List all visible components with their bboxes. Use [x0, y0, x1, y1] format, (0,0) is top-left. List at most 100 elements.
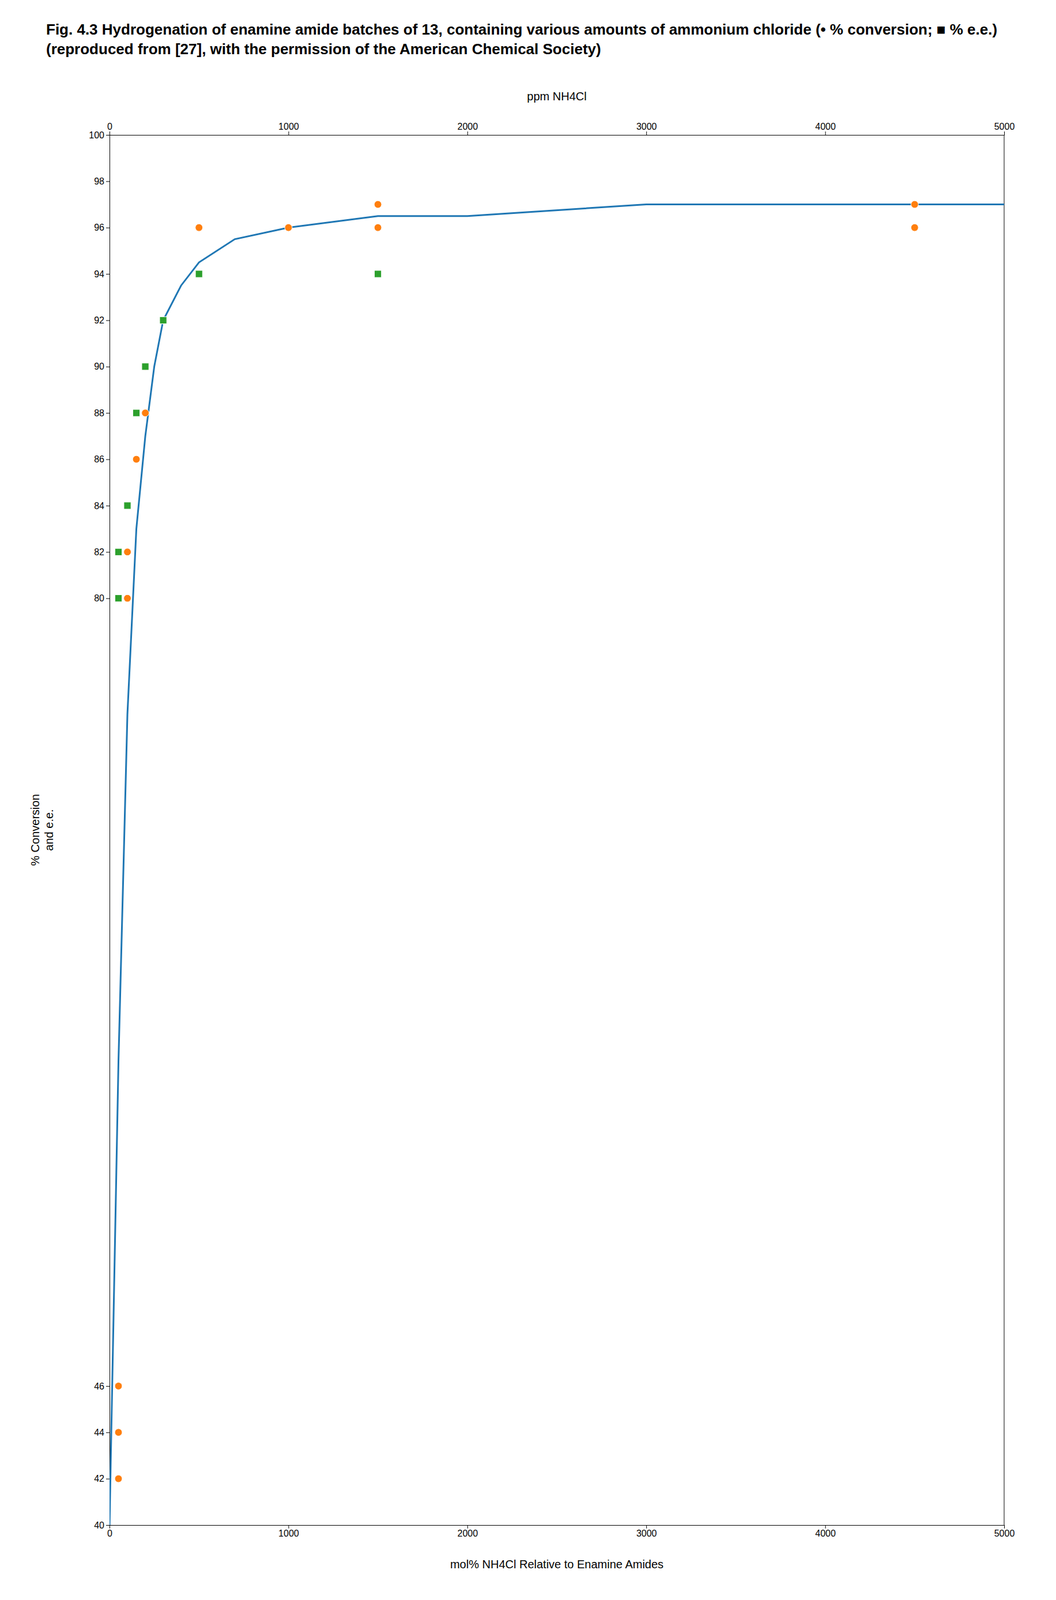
- circle-point: [123, 548, 132, 556]
- tick: 40: [93, 1520, 110, 1530]
- chart: Fig. 4.3 Hydrogenation of enamine amide …: [0, 0, 1056, 1600]
- square-point: [141, 363, 149, 371]
- tick-label: 92: [93, 315, 105, 326]
- tick-label: 2000: [457, 1528, 479, 1538]
- tick-mark: [106, 227, 110, 229]
- tick-label: 1000: [278, 1528, 300, 1538]
- tick-mark: [1004, 131, 1005, 135]
- tick-mark: [646, 1524, 647, 1529]
- circle-point: [114, 1428, 123, 1436]
- square-point: [159, 316, 167, 324]
- tick-label: 2000: [457, 121, 479, 132]
- circle-point: [374, 223, 382, 232]
- marks: [109, 200, 1005, 1525]
- tick-label: 86: [93, 454, 105, 465]
- axis-line: [110, 1525, 1005, 1529]
- tick-label: 1000: [278, 121, 300, 132]
- tick: 3000: [636, 1524, 658, 1538]
- tick: 4000: [815, 1524, 836, 1538]
- tick-label: 100: [88, 130, 105, 141]
- tick-mark: [106, 551, 110, 553]
- x2-axis: 0 1000 2000 3000 4000 5000: [107, 121, 1015, 136]
- axis-line: [110, 131, 1005, 136]
- tick: 42: [93, 1473, 110, 1484]
- tick-mark: [646, 131, 647, 135]
- circle-point: [159, 316, 168, 324]
- circle-point: [195, 223, 203, 232]
- curve: [109, 204, 1005, 1525]
- tick: 1000: [278, 121, 300, 135]
- tick: 2000: [457, 1524, 479, 1538]
- tick-label: 94: [93, 269, 105, 279]
- y-axis-title: % Conversionand e.e.: [28, 793, 56, 866]
- tick: 100: [88, 130, 110, 141]
- tick-label: 42: [93, 1473, 105, 1484]
- tick: 3000: [636, 121, 658, 135]
- tick-mark: [106, 180, 110, 182]
- tick-label: 4000: [815, 121, 836, 132]
- tick: 82: [93, 547, 110, 557]
- tick-label: 5000: [994, 121, 1016, 132]
- tick: 4000: [815, 121, 836, 135]
- tick-mark: [288, 1524, 289, 1529]
- y-axis: 4042444680828486889092949698100: [88, 130, 110, 1530]
- tick-mark: [106, 1524, 110, 1526]
- tick-mark: [106, 459, 110, 460]
- tick-label: 88: [93, 408, 105, 418]
- tick-label: 0: [107, 1528, 113, 1538]
- tick: 92: [93, 315, 110, 326]
- tick-mark: [106, 319, 110, 321]
- tick: 46: [93, 1381, 110, 1391]
- tick-label: 84: [93, 500, 105, 511]
- tick: 86: [93, 454, 110, 465]
- tick: 84: [93, 500, 110, 511]
- tick-mark: [106, 412, 110, 414]
- circle-point: [910, 200, 919, 209]
- tick-mark: [106, 366, 110, 368]
- tick-label: 0: [107, 121, 113, 132]
- circle-point: [195, 223, 203, 232]
- circle-point: [141, 362, 150, 371]
- tick-mark: [825, 1524, 827, 1529]
- tick-label: 82: [93, 547, 105, 557]
- tick: 94: [93, 269, 110, 279]
- tick-label: 96: [93, 222, 105, 233]
- axis-line: [106, 135, 111, 1526]
- tick: 98: [93, 176, 110, 187]
- square-point: [132, 409, 140, 417]
- square-point: [114, 594, 122, 602]
- tick-mark: [106, 1385, 110, 1387]
- tick-mark: [106, 1478, 110, 1480]
- circle-point: [114, 1474, 123, 1482]
- tick-label: 46: [93, 1381, 105, 1391]
- tick: 88: [93, 408, 110, 418]
- square-point: [374, 270, 382, 278]
- tick-mark: [106, 505, 110, 507]
- circle-point: [123, 594, 132, 602]
- x-axis: 0 1000 2000 3000 4000 5000: [107, 1524, 1015, 1538]
- circle-point: [114, 1381, 123, 1390]
- tick-mark: [109, 131, 111, 135]
- tick-mark: [106, 598, 110, 599]
- plot: 0 1000 2000 3000 4000 5000 0 1000 2000 3000 4000 50…: [88, 121, 1015, 1538]
- circle-point: [910, 223, 919, 232]
- tick-mark: [106, 273, 110, 275]
- x-axis-title: mol% NH4Cl Relative to Enamine Amides: [450, 1557, 664, 1571]
- tick-label: 90: [93, 361, 105, 372]
- tick-mark: [467, 1524, 469, 1529]
- frame: [1004, 134, 1005, 1525]
- square-point: [114, 548, 122, 556]
- tick: 1000: [278, 1524, 300, 1538]
- tick-mark: [825, 131, 827, 135]
- title: Fig. 4.3 Hydrogenation of enamine amide …: [46, 20, 1002, 58]
- tick-mark: [106, 1431, 110, 1433]
- circle-point: [132, 455, 141, 463]
- tick-mark: [288, 131, 289, 135]
- tick-label: 3000: [636, 121, 658, 132]
- tick: 96: [93, 222, 110, 233]
- tick-label: 4000: [815, 1528, 836, 1538]
- tick-label: 40: [93, 1520, 105, 1530]
- tick: 5000: [994, 1524, 1016, 1538]
- tick: 5000: [994, 121, 1016, 135]
- tick-mark: [106, 134, 110, 136]
